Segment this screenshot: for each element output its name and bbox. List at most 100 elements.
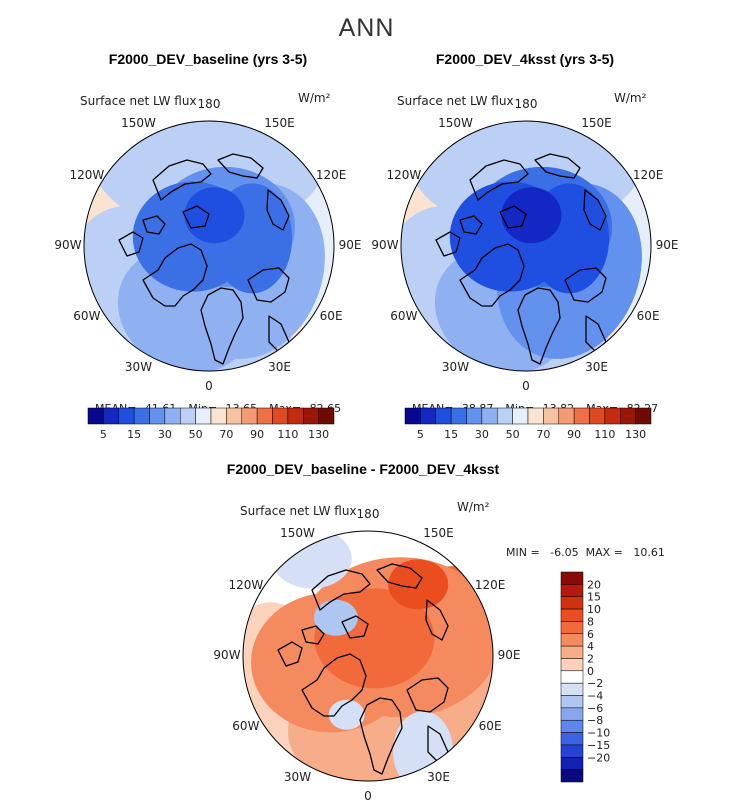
coastline-8 [142, 215, 166, 235]
colorbar-swatch [226, 407, 242, 425]
colorbar-swatch [560, 658, 584, 672]
colorbar-swatch [543, 407, 559, 425]
panel-4ksst-units: W/m² [614, 91, 647, 105]
coastline-4 [376, 563, 423, 589]
panel-diff-map [242, 530, 494, 782]
colorbar-tick-label: −10 [587, 727, 610, 740]
colorbar-swatch [318, 407, 335, 425]
lon-label: 0 [205, 379, 213, 393]
colorbar-swatch [420, 407, 436, 425]
map-boundary [83, 120, 335, 372]
panel-4ksst-colorbar: 5 15 30 50 70 90 110 130 [397, 406, 659, 442]
field-contour-9 [313, 599, 358, 636]
colorbar-swatch [560, 757, 584, 770]
lon-label: 30E [268, 360, 291, 375]
colorbar-swatch [180, 407, 196, 425]
colorbar-swatch [560, 608, 584, 622]
lon-label: 30W [124, 360, 153, 375]
lon-label: 30E [585, 360, 608, 375]
coastline-6 [435, 231, 461, 257]
panel-diff-colorbar: 20 15 10 8 6 4 2 0 −2 −4 −6 −8 −10 −15 −20 [555, 570, 615, 786]
coastline-5 [425, 599, 449, 641]
lon-label: 120E [474, 577, 506, 592]
colorbar-swatch [560, 571, 584, 585]
colorbar-tick-label: 90 [250, 428, 264, 441]
panel-baseline-units: W/m² [298, 91, 331, 105]
colorbar-swatch [466, 407, 483, 425]
lon-label: 120E [632, 167, 664, 182]
field-contour-10 [501, 187, 562, 244]
coastline-5 [583, 189, 607, 231]
colorbar-swatch [560, 670, 584, 684]
colorbar-swatch [560, 769, 584, 783]
colorbar-swatch [560, 621, 584, 635]
colorbar-swatch [558, 407, 575, 425]
colorbar-swatch [404, 407, 421, 425]
coastline-6 [277, 641, 303, 667]
lon-label: 60W [73, 308, 101, 323]
coastline-8 [301, 625, 325, 645]
lon-label: 0 [364, 789, 372, 803]
colorbar-swatch [287, 407, 304, 425]
colorbar-swatch [589, 407, 606, 425]
coastline-0 [142, 243, 208, 307]
colorbar-swatch [635, 407, 652, 425]
colorbar-tick-label: 2 [587, 652, 594, 665]
coastline-1 [517, 287, 561, 365]
lon-label: 30W [283, 770, 312, 785]
colorbar-swatch [560, 645, 584, 659]
colorbar-swatch [164, 407, 181, 425]
lon-label: 150E [264, 115, 295, 130]
coastline-9 [341, 615, 369, 639]
lon-label: 90E [497, 648, 521, 662]
colorbar-tick-label: 15 [444, 428, 458, 441]
panel-baseline-variable: Surface net LW flux [80, 94, 197, 108]
panel-4ksst-variable: Surface net LW flux [397, 94, 514, 108]
colorbar-swatch [560, 707, 584, 721]
colorbar-swatch [560, 633, 584, 647]
panel-diff-title: F2000_DEV_baseline - F2000_DEV_4ksst [226, 461, 500, 477]
lon-label: 150W [121, 115, 156, 130]
colorbar-tick-label: 110 [277, 428, 298, 441]
coastline-5 [266, 189, 290, 231]
colorbar-tick-label: 5 [100, 428, 107, 441]
lon-label: 90W [54, 238, 82, 252]
colorbar-tick-label: 130 [625, 428, 646, 441]
lon-label: 60W [390, 308, 418, 323]
colorbar-tick-label: −6 [587, 702, 603, 715]
colorbar-swatch [133, 407, 150, 425]
lon-label: 30E [427, 770, 450, 785]
colorbar-swatch [560, 584, 584, 597]
lon-label: 90W [213, 648, 241, 662]
lon-label: 60E [636, 308, 660, 323]
coastline-1 [359, 697, 403, 775]
lon-label: 150W [280, 525, 315, 540]
lon-label: 150W [438, 115, 473, 130]
coastline-3 [152, 159, 212, 201]
colorbar-tick-label: −2 [587, 677, 603, 690]
colorbar-swatch [149, 407, 166, 425]
field-contour-10 [328, 699, 365, 730]
panel-diff-stats: MIN = -6.05 MAX = 10.61 [506, 546, 665, 559]
panel-diff-units: W/m² [457, 500, 490, 514]
colorbar-tick-label: 130 [308, 428, 329, 441]
map-boundary [400, 120, 652, 372]
map-boundary [242, 530, 494, 782]
lon-label: 180 [514, 97, 538, 111]
colorbar-swatch [450, 407, 467, 425]
coastline-2 [564, 267, 607, 303]
colorbar-tick-label: 70 [219, 428, 233, 441]
colorbar-tick-label: 15 [127, 428, 141, 441]
colorbar-swatch [512, 407, 529, 425]
lon-label: 120W [228, 577, 264, 592]
coastline-1 [200, 287, 244, 365]
lon-label: 60E [319, 308, 343, 323]
colorbar-swatch [435, 407, 452, 425]
panel-4ksst-title: F2000_DEV_4ksst (yrs 3-5) [435, 51, 615, 67]
colorbar-swatch [560, 744, 584, 758]
colorbar-swatch [272, 407, 289, 425]
colorbar-tick-label: 6 [587, 628, 594, 641]
lon-label: 90W [371, 238, 399, 252]
colorbar-tick-label: 4 [587, 640, 594, 653]
coastline-8 [459, 215, 483, 235]
